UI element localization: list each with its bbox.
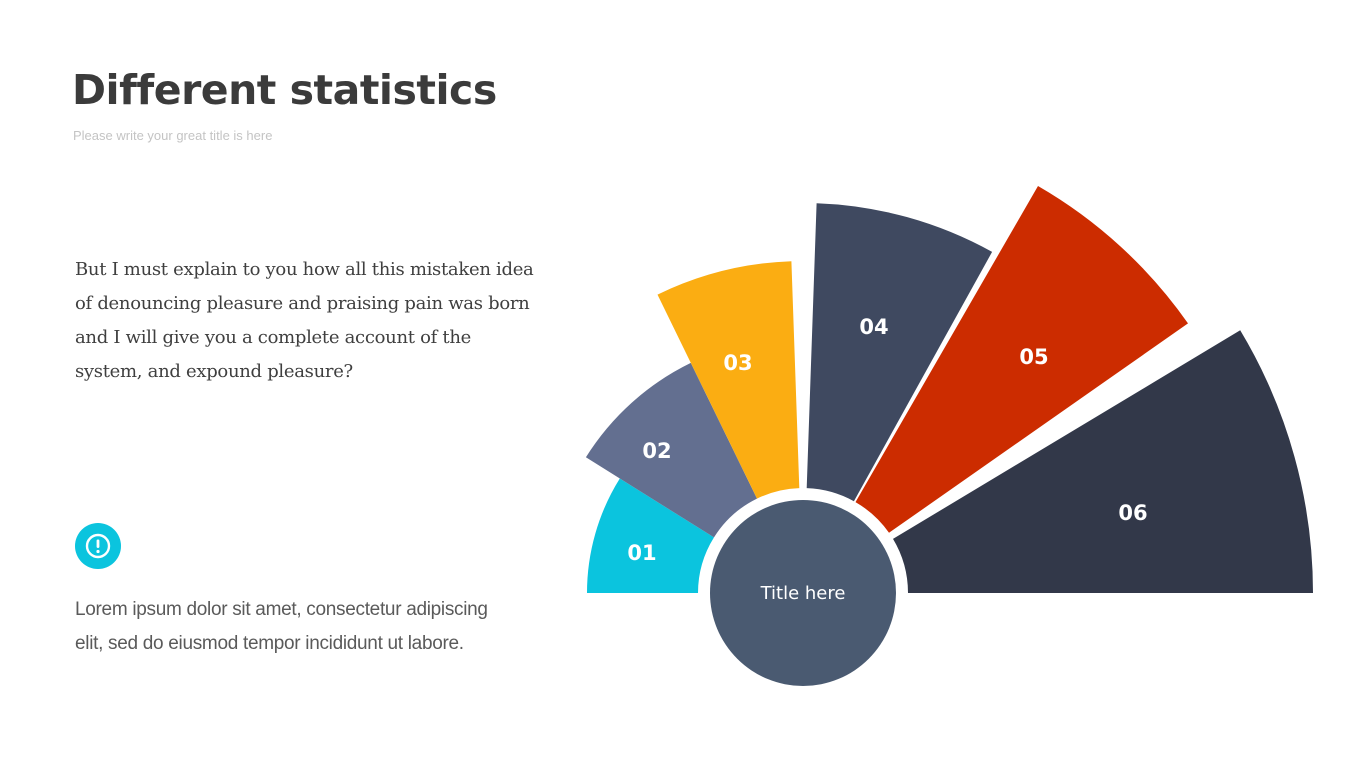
segment-label-06: 06 xyxy=(1118,501,1147,525)
note-text: Lorem ipsum dolor sit amet, consectetur … xyxy=(75,599,488,654)
center-label: Title here xyxy=(760,583,846,604)
segment-label-05: 05 xyxy=(1019,345,1048,369)
segment-label-01: 01 xyxy=(627,541,656,565)
page-subtitle: Please write your great title is here xyxy=(73,128,273,143)
segment-label-02: 02 xyxy=(642,439,671,463)
center-circle xyxy=(710,500,896,686)
segment-01 xyxy=(587,478,714,593)
segment-02 xyxy=(585,362,757,538)
exclamation-circle-icon xyxy=(75,523,121,569)
segment-05 xyxy=(855,186,1188,533)
segment-06 xyxy=(893,330,1314,593)
segment-label-03: 03 xyxy=(723,351,752,375)
segment-04 xyxy=(806,203,993,502)
segment-label-04: 04 xyxy=(859,315,888,339)
page-title: Different statistics xyxy=(72,66,497,114)
segment-03 xyxy=(657,261,800,499)
description-paragraph: But I must explain to you how all this m… xyxy=(75,259,534,382)
